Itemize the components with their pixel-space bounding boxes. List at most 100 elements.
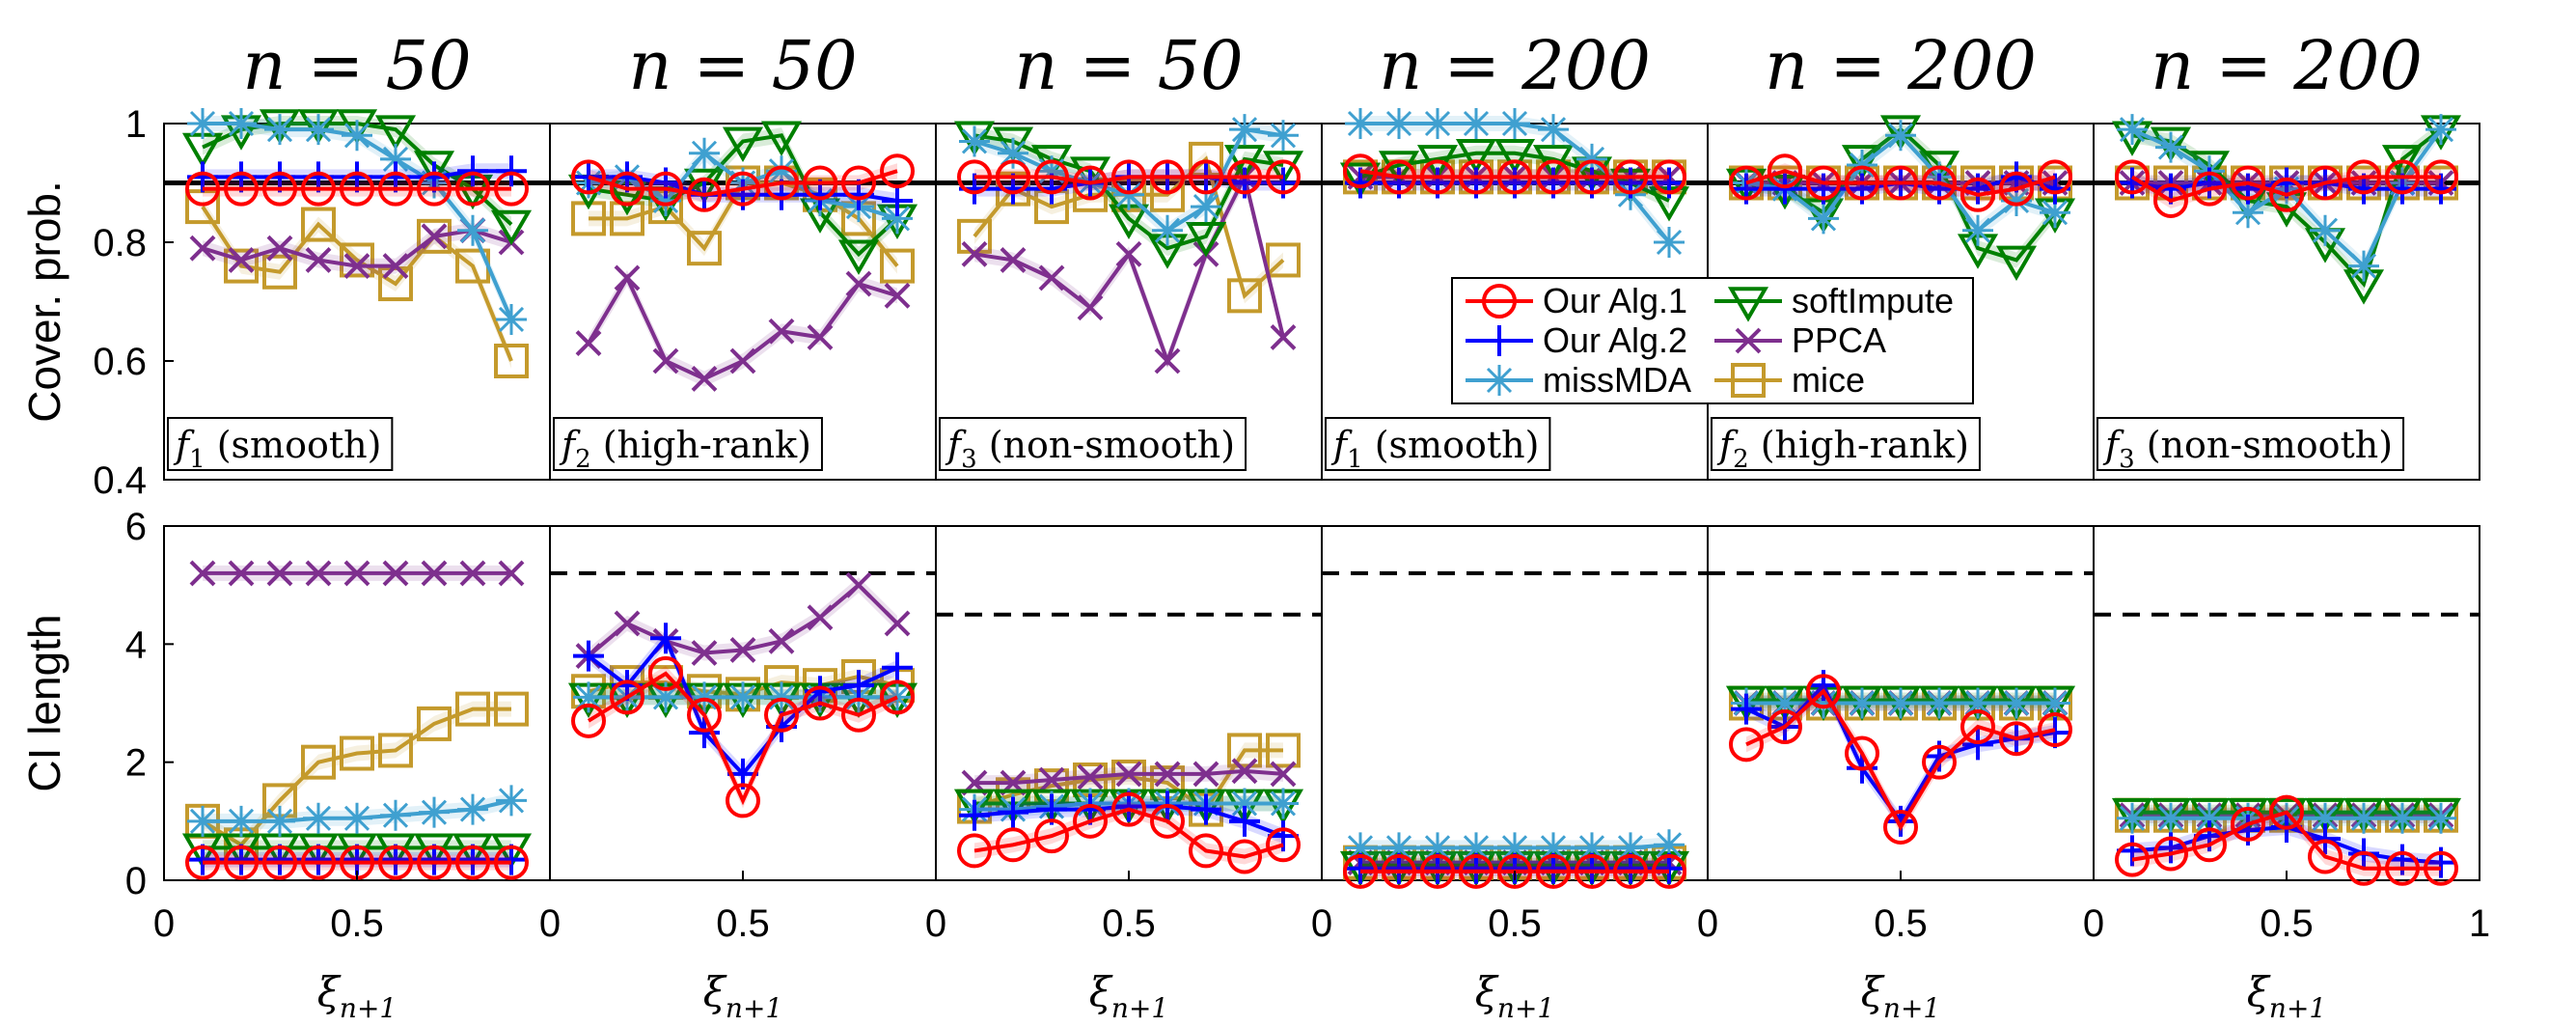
point-missmda	[264, 114, 295, 146]
point-our-alg-1	[648, 655, 683, 691]
point-missmda	[1191, 191, 1221, 223]
function-label: f1 (smooth)	[1325, 417, 1551, 474]
series-line-our-alg-1	[1745, 169, 2056, 197]
point-our-alg-2	[650, 623, 681, 654]
point-mice	[417, 218, 452, 254]
function-label-text: f1 (smooth)	[173, 424, 381, 474]
y-tick-label: 0.8	[93, 222, 147, 264]
function-label-text: f3 (non-smooth)	[945, 424, 1235, 474]
point-missmda	[1461, 108, 1492, 139]
band-missmda	[2132, 122, 2441, 274]
point-our-alg-1	[1999, 171, 2034, 207]
point-our-alg-1	[764, 697, 799, 733]
point-missmda	[1538, 832, 1569, 864]
point-our-alg-1	[1960, 177, 1995, 212]
band-our-alg-1	[1746, 683, 2055, 835]
point-our-alg-1	[262, 171, 297, 207]
point-our-alg-1	[455, 171, 490, 207]
point-our-alg-1	[841, 697, 876, 733]
point-our-alg-1	[1497, 159, 1532, 195]
x-tick-label: 0.5	[2260, 902, 2314, 945]
point-mice	[340, 242, 374, 278]
point-our-alg-2	[1384, 852, 1414, 884]
point-missmda	[1654, 829, 1685, 861]
point-our-alg-1	[494, 171, 529, 207]
point-our-alg-1	[2308, 839, 2343, 874]
point-missmda	[457, 214, 488, 246]
legend-marker-missmda	[1484, 365, 1515, 396]
function-desc: (high-rank)	[1749, 424, 1969, 466]
series-line-our-alg-1	[974, 175, 1283, 185]
point-our-alg-2	[419, 844, 450, 875]
point-our-alg-1	[1999, 721, 2034, 757]
function-desc: (non-smooth)	[977, 424, 1235, 466]
point-our-alg-1	[1266, 159, 1301, 195]
point-ppca	[1270, 323, 1297, 350]
point-missmda	[2233, 197, 2263, 229]
point-our-alg-1	[1073, 803, 1108, 839]
point-softimpute	[2111, 797, 2153, 834]
y-axis-label-length: CI length	[19, 614, 69, 791]
point-softimpute	[1995, 245, 2038, 282]
point-our-alg-2	[1962, 729, 1993, 761]
point-missmda	[1808, 203, 1839, 235]
point-missmda	[727, 681, 758, 713]
series-group	[1725, 670, 2076, 845]
point-ppca	[652, 347, 679, 374]
point-softimpute	[1532, 145, 1575, 180]
point-mice	[494, 344, 529, 378]
point-softimpute	[2420, 797, 2462, 834]
point-ppca	[961, 240, 988, 267]
band-mice	[203, 199, 511, 369]
point-our-alg-1	[1536, 159, 1571, 195]
point-missmda	[2001, 687, 2032, 719]
point-ppca	[1115, 240, 1142, 267]
series-group	[2111, 794, 2462, 886]
panel-title: n = 200	[1379, 26, 1651, 105]
function-label: f3 (non-smooth)	[2096, 417, 2405, 474]
series-line-mice	[201, 206, 513, 362]
point-our-alg-1	[2231, 806, 2265, 842]
point-our-alg-1	[1111, 791, 1146, 827]
point-missmda	[1808, 687, 1839, 719]
series-group	[181, 108, 533, 378]
point-missmda	[1962, 687, 1993, 719]
series-group	[953, 733, 1304, 874]
point-softimpute	[1416, 145, 1459, 180]
point-our-alg-1	[726, 171, 760, 207]
point-our-alg-1	[1652, 853, 1686, 889]
point-missmda	[187, 108, 218, 139]
point-ppca	[768, 318, 795, 345]
point-softimpute	[1841, 145, 1883, 180]
point-missmda	[2425, 114, 2456, 146]
point-missmda	[1229, 114, 1260, 146]
point-our-alg-1	[2424, 159, 2458, 195]
function-label-box	[553, 417, 823, 471]
point-our-alg-1	[1806, 165, 1841, 201]
point-missmda	[998, 137, 1028, 169]
point-missmda	[1345, 108, 1376, 139]
point-ppca	[382, 560, 409, 587]
x-axis-subscript: n+1	[2269, 992, 2326, 1024]
point-our-alg-2	[457, 844, 488, 875]
point-our-alg-1	[417, 171, 452, 207]
point-missmda	[1384, 832, 1414, 864]
point-softimpute	[2381, 145, 2424, 180]
point-our-alg-1	[2385, 159, 2420, 195]
point-missmda	[419, 796, 450, 828]
point-our-alg-1	[2308, 165, 2343, 201]
point-ppca	[729, 637, 756, 663]
function-label-box	[939, 417, 1247, 471]
point-ppca	[1154, 761, 1181, 788]
series-line-softimpute	[2131, 127, 2443, 288]
point-ppca	[421, 223, 448, 250]
point-our-alg-2	[226, 844, 257, 875]
point-ppca	[228, 560, 255, 587]
point-our-alg-2	[457, 155, 488, 187]
x-tick-label: 0	[2083, 902, 2104, 945]
point-ppca	[1231, 758, 1258, 785]
point-ppca	[421, 560, 448, 587]
point-missmda	[1885, 687, 1916, 719]
point-our-alg-1	[1227, 159, 1262, 195]
